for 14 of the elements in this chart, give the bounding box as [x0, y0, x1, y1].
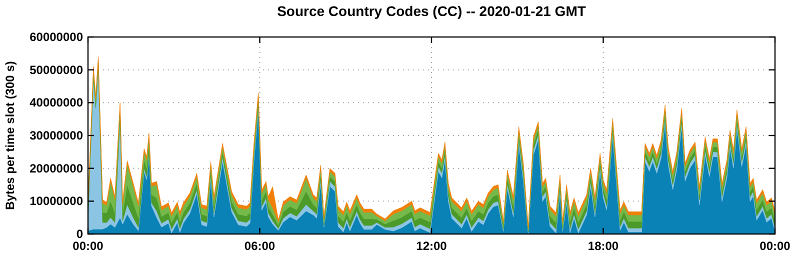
x-tick-label: 18:00	[588, 239, 619, 253]
x-tick-label: 00:00	[760, 239, 791, 253]
y-tick-label: 50000000	[30, 62, 84, 77]
x-tick-label: 12:00	[416, 239, 448, 253]
y-tick-label: 10000000	[30, 194, 84, 208]
y-tick-label: 0	[76, 227, 84, 241]
y-tick-label: 30000000	[30, 128, 84, 142]
x-tick-label: 00:00	[72, 239, 104, 253]
y-tick-label: 20000000	[30, 161, 84, 176]
y-tick-label: 40000000	[30, 96, 84, 110]
x-tick-label: 06:00	[244, 239, 276, 253]
y-axis-title: Bytes per time slot (300 s)	[3, 61, 17, 210]
y-tick-label: 60000000	[30, 30, 84, 44]
chart-title: Source Country Codes (CC) -- 2020-01-21 GMT	[277, 3, 586, 19]
